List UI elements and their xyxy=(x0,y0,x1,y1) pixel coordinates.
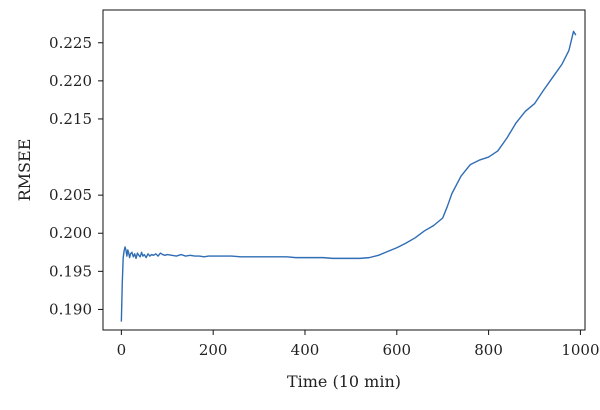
x-axis-title: Time (10 min) xyxy=(287,372,401,391)
y-axis-title: RMSEE xyxy=(15,139,34,202)
rmsee-series-line xyxy=(120,30,577,322)
x-tick-label: 0 xyxy=(117,341,127,359)
y-tick-label: 0.195 xyxy=(49,262,92,280)
x-tick-label: 200 xyxy=(199,341,228,359)
y-tick-label: 0.220 xyxy=(49,72,92,90)
y-tick-label: 0.225 xyxy=(49,34,92,52)
y-axis: 0.190 0.195 0.200 0.205 0.215 0.220 0.225 xyxy=(49,34,103,318)
series-lines xyxy=(120,30,577,322)
y-tick-label: 0.215 xyxy=(49,110,92,128)
y-tick-label: 0.200 xyxy=(49,224,92,242)
x-tick-label: 800 xyxy=(474,341,503,359)
y-tick-label: 0.205 xyxy=(49,186,92,204)
x-tick-label: 600 xyxy=(382,341,411,359)
y-tick-label: 0.190 xyxy=(49,300,92,318)
x-axis: 0 200 400 600 800 1000 xyxy=(117,330,600,359)
x-tick-label: 400 xyxy=(291,341,320,359)
plot-frame xyxy=(102,9,586,331)
x-tick-label: 1000 xyxy=(561,341,599,359)
